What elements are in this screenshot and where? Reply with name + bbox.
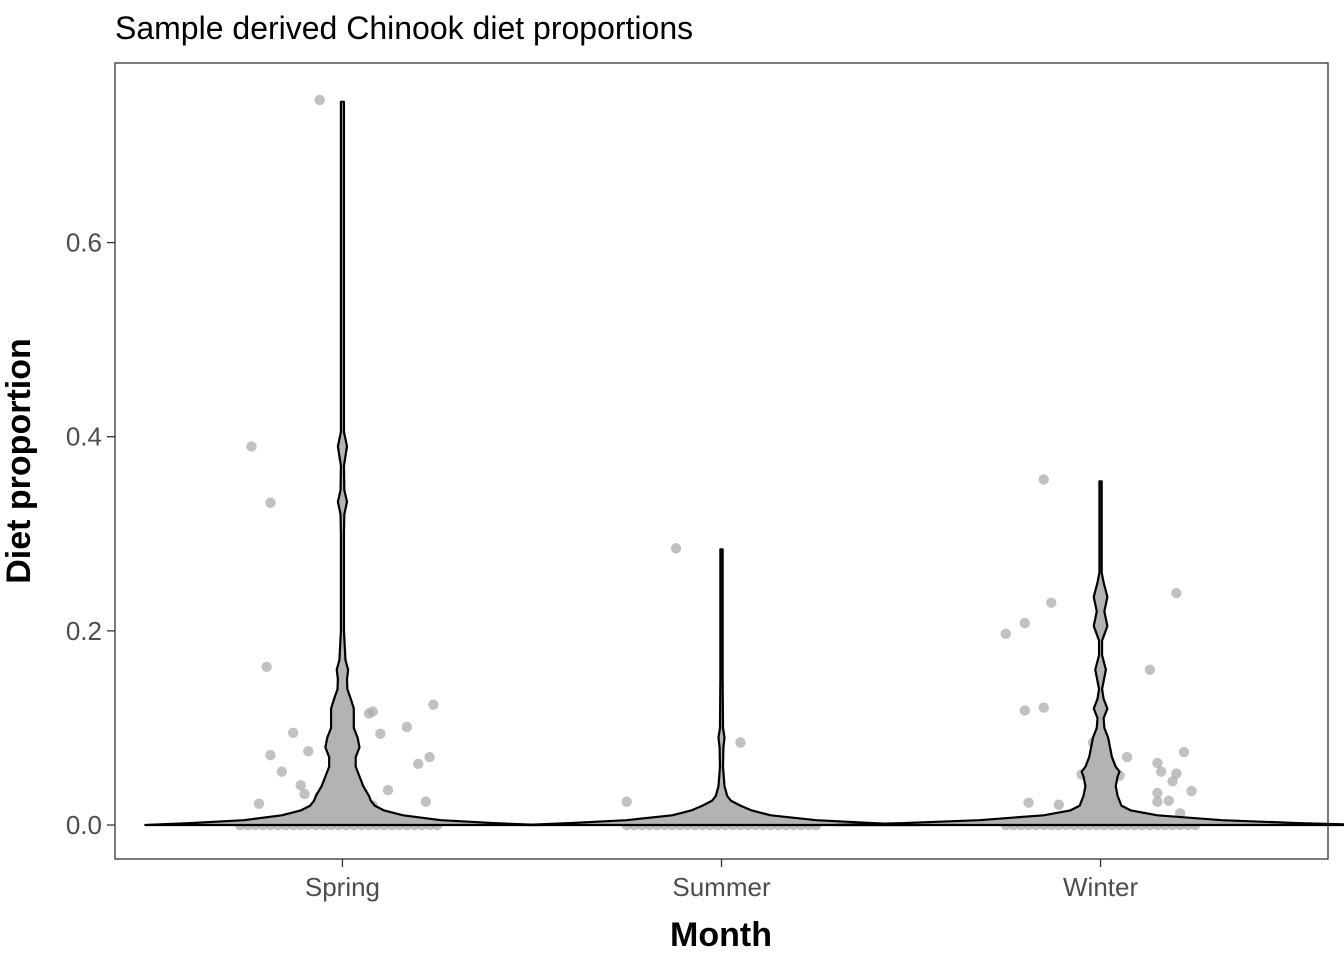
data-point-winter [1019, 705, 1030, 716]
data-point-spring [428, 699, 439, 710]
data-point-summer [735, 737, 746, 748]
data-point-winter [1038, 702, 1049, 713]
violins-layer [144, 100, 1344, 827]
data-point-winter [1171, 587, 1182, 599]
data-point-winter [1053, 799, 1065, 810]
data-point-spring [287, 727, 299, 739]
data-point-winter [1152, 757, 1163, 769]
y-tick-label: 0.4 [66, 422, 102, 452]
data-point-spring [375, 728, 386, 739]
data-point-winter [1178, 747, 1190, 758]
data-point-spring [303, 746, 314, 757]
data-point-summer [621, 796, 632, 807]
data-point-winter [1038, 474, 1049, 485]
data-point-spring [424, 751, 435, 763]
data-point-winter [1144, 664, 1156, 675]
data-point-winter [1186, 785, 1197, 797]
y-tick-label: 0.6 [66, 228, 102, 258]
data-point-winter [1156, 766, 1167, 777]
data-point-winter [1163, 795, 1174, 806]
data-point-winter [1171, 768, 1182, 779]
data-point-winter [1046, 597, 1057, 608]
y-axis: 0.0 0.2 0.4 0.6 [66, 228, 115, 840]
y-tick-label: 0.0 [66, 810, 102, 840]
x-axis: Spring Summer Winter [305, 859, 1138, 902]
data-point-winter [1019, 617, 1030, 629]
x-tick-label-summer: Summer [672, 872, 771, 902]
data-point-spring [367, 706, 378, 717]
data-point-spring [246, 441, 257, 452]
data-point-winter [1167, 776, 1178, 787]
data-point-spring [295, 780, 306, 791]
data-point-winter [1152, 787, 1163, 799]
data-point-spring [413, 758, 424, 770]
chart-title: Sample derived Chinook diet proportions [115, 10, 693, 46]
data-point-spring [401, 721, 413, 733]
data-point-spring [276, 766, 287, 777]
data-point-spring [253, 798, 265, 809]
data-point-spring [265, 497, 276, 508]
y-tick-label: 0.2 [66, 616, 102, 646]
data-point-spring [299, 788, 310, 800]
data-point-spring [382, 784, 394, 796]
data-point-spring [420, 796, 432, 807]
x-axis-title: Month [670, 916, 772, 954]
violin-summer [523, 548, 920, 827]
data-point-spring [261, 661, 272, 672]
data-point-winter [1121, 751, 1133, 763]
x-tick-label-spring: Spring [305, 872, 380, 902]
data-point-winter [1023, 797, 1034, 808]
data-point-summer [670, 543, 682, 554]
violin-spring [144, 100, 541, 827]
data-point-winter [1000, 628, 1011, 639]
data-point-winter [1152, 796, 1163, 807]
y-axis-title: Diet proportion [0, 338, 38, 584]
data-point-spring [265, 749, 276, 761]
violin-winter [834, 480, 1344, 827]
data-point-spring [314, 94, 325, 106]
x-tick-label-winter: Winter [1063, 872, 1138, 902]
